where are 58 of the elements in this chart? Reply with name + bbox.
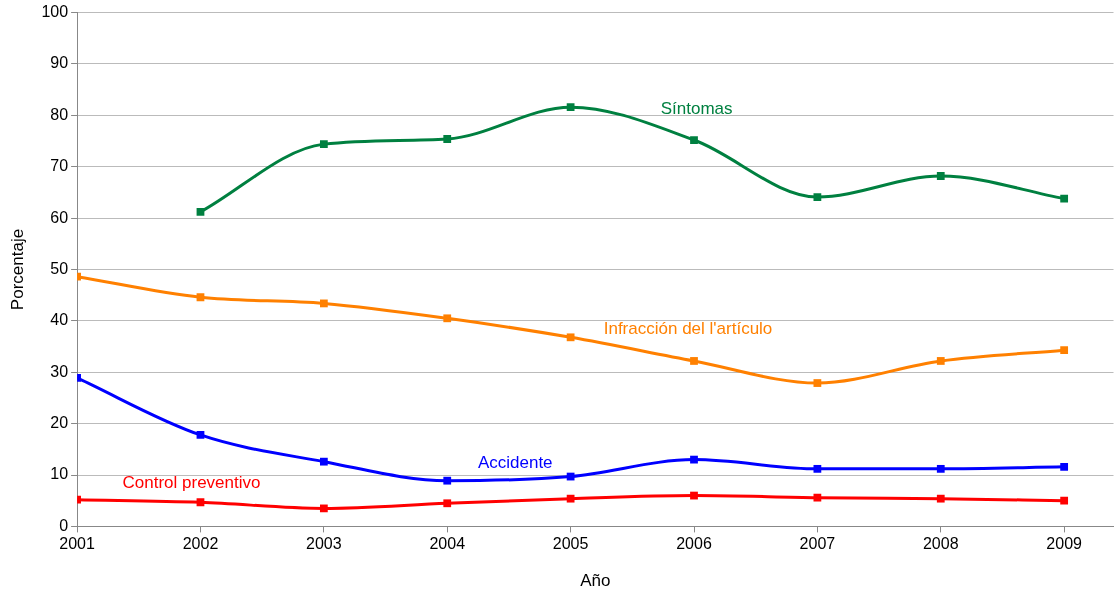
y-tick-label: 40	[50, 311, 69, 329]
point	[443, 135, 452, 143]
point	[936, 464, 945, 473]
x-tick-label: 2004	[429, 535, 466, 553]
y-tick-label: 20	[50, 414, 69, 432]
x-axis-title: Año	[580, 571, 611, 591]
series-label: Infracción del l'artículo	[603, 318, 773, 338]
y-tick-label: 30	[50, 362, 69, 380]
point	[319, 457, 328, 466]
x-tick-label: 2009	[1046, 535, 1083, 553]
point	[196, 208, 205, 216]
point	[1060, 346, 1069, 355]
point	[813, 193, 822, 201]
point	[936, 172, 945, 180]
point	[1060, 462, 1069, 471]
y-tick-label: 100	[41, 3, 69, 21]
point	[690, 136, 698, 144]
point	[936, 357, 945, 365]
x-tick-label: 2002	[182, 535, 219, 553]
y-tick-label: 0	[59, 516, 69, 534]
point	[566, 333, 575, 342]
y-tick-label: 50	[50, 259, 69, 277]
point	[196, 498, 205, 507]
x-tick-label: 2007	[799, 535, 836, 553]
point	[566, 472, 575, 481]
series-label: Síntomas	[660, 98, 733, 118]
point	[443, 499, 452, 508]
x-tick-label: 2003	[306, 535, 342, 553]
point	[443, 314, 452, 323]
point	[936, 494, 945, 503]
x-tick-label: 2006	[676, 535, 712, 553]
point	[319, 299, 328, 308]
y-tick-label: 80	[50, 105, 69, 123]
point	[319, 140, 328, 149]
x-tick-label: 2005	[552, 535, 589, 553]
y-tick-label: 90	[50, 54, 69, 72]
point	[443, 476, 452, 485]
point	[690, 491, 698, 500]
point	[319, 504, 328, 513]
y-axis-title: Porcentaje	[7, 228, 27, 311]
point	[1060, 194, 1069, 203]
point	[1060, 496, 1069, 505]
y-tick-label: 70	[50, 157, 69, 175]
point	[813, 493, 822, 502]
series-label: Control preventivo	[122, 472, 261, 492]
point	[813, 464, 822, 473]
point	[813, 379, 822, 387]
point	[196, 293, 205, 302]
x-tick-label: 2008	[922, 535, 959, 553]
point	[566, 103, 575, 112]
point	[690, 357, 698, 365]
point	[690, 455, 698, 464]
point	[566, 494, 575, 503]
y-tick-label: 10	[50, 465, 69, 483]
x-tick-label: 2001	[59, 535, 95, 553]
series-label: Accidente	[477, 453, 553, 473]
point	[196, 431, 205, 439]
y-tick-label: 60	[50, 208, 69, 226]
